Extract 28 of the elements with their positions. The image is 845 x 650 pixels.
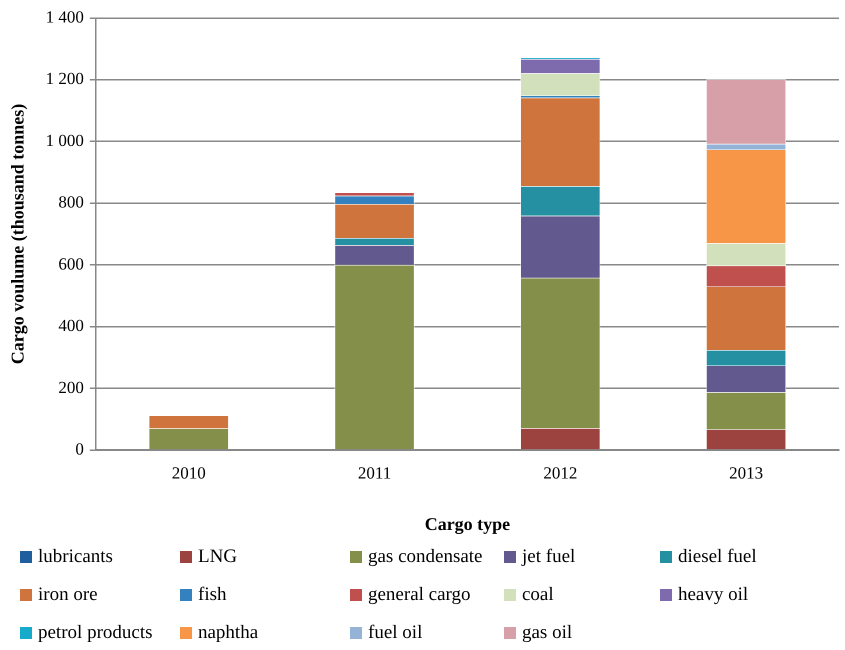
legend-label: iron ore <box>38 584 98 606</box>
x-tick-label: 2013 <box>729 464 764 483</box>
legend-label: fish <box>198 584 226 606</box>
y-tick-label: 0 <box>75 439 84 458</box>
x-tick-label: 2011 <box>358 464 392 483</box>
legend-label: gas oil <box>522 622 572 644</box>
legend-label: lubricants <box>38 546 113 568</box>
y-tick-label: 1 200 <box>46 69 84 88</box>
legend-label: naphtha <box>198 622 258 644</box>
x-axis-title: Cargo type <box>424 514 510 534</box>
y-tick-label: 600 <box>58 254 84 274</box>
y-tick-label: 200 <box>58 378 84 397</box>
y-tick-label: 800 <box>58 192 84 212</box>
y-tick-label: 1 000 <box>46 130 84 150</box>
x-tick-label: 2012 <box>543 464 578 483</box>
legend-label: fuel oil <box>368 622 422 644</box>
legend-label: petrol products <box>38 622 153 644</box>
legend-label: gas condensate <box>368 546 482 568</box>
y-tick-label: 1 400 <box>46 7 84 26</box>
legend-label: jet fuel <box>522 546 576 568</box>
legend-label: general cargo <box>368 584 471 606</box>
x-tick-label: 2010 <box>172 464 206 483</box>
y-axis-title: Cargo voulume (thousand tonnes) <box>7 104 28 364</box>
y-tick-label: 400 <box>58 316 84 336</box>
legend-label: diesel fuel <box>678 546 757 568</box>
legend-label: LNG <box>198 546 238 568</box>
legend-label: heavy oil <box>678 584 748 606</box>
legend-label: coal <box>522 584 554 606</box>
